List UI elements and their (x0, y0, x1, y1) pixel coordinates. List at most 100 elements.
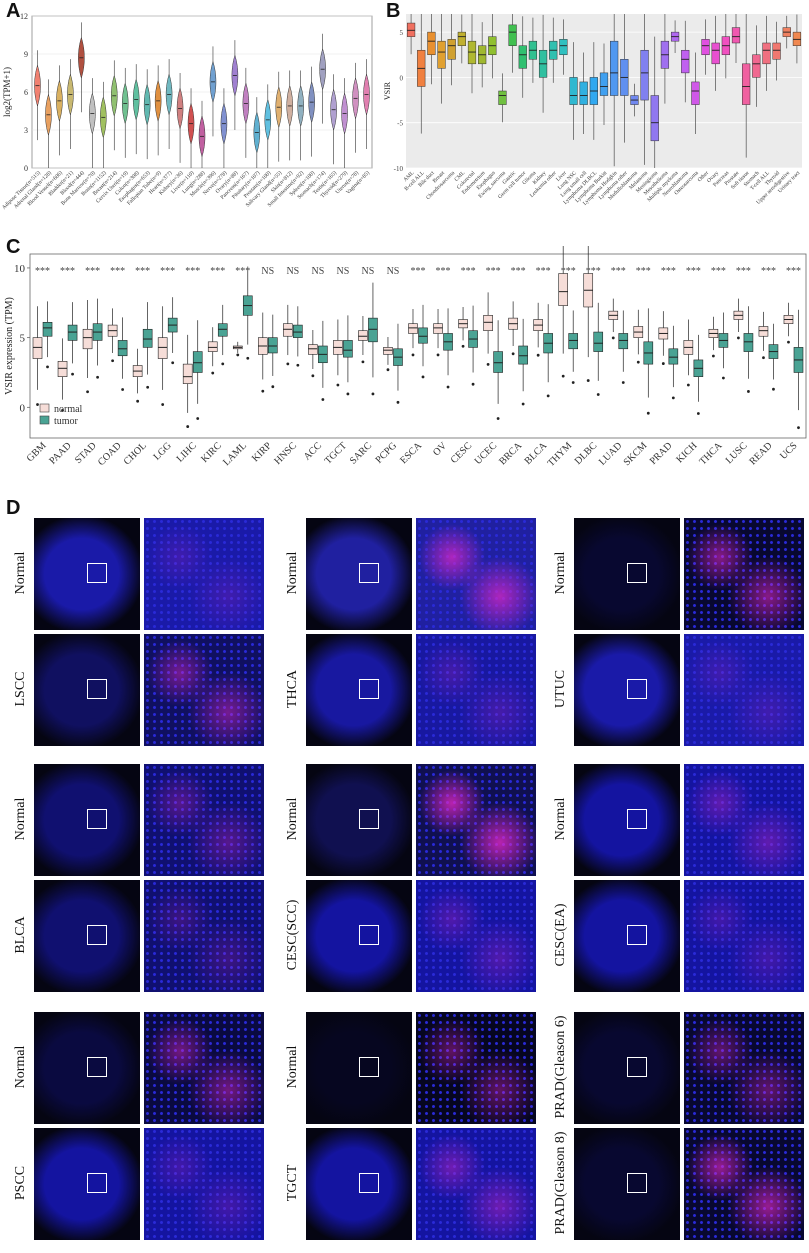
significance-label: NS (362, 266, 375, 277)
x-tick-label: CHOL (122, 440, 149, 467)
x-tick-label: KIRC (199, 440, 224, 465)
zoom-box (359, 808, 379, 829)
box (599, 72, 609, 96)
normal-outlier (336, 383, 340, 387)
normal-outlier (436, 353, 440, 357)
y-tick-label: 10 (14, 263, 26, 275)
x-tick-label: THCA (697, 440, 725, 468)
significance-label: *** (661, 266, 676, 277)
normal-outlier (211, 371, 215, 375)
tumor-outlier (446, 385, 450, 389)
tumor-box (142, 328, 153, 348)
panel-label-a: A (6, 0, 21, 22)
tumor-box (42, 322, 53, 337)
tissue-label: TGCT (285, 1164, 300, 1202)
x-tick-label: KICH (674, 440, 699, 465)
box (742, 63, 751, 105)
y-tick-label: -10 (394, 165, 404, 173)
normal-box (433, 323, 443, 334)
tissue-overview-image (306, 518, 412, 630)
tissue-label: THCA (285, 669, 300, 709)
tumor-outlier (321, 398, 325, 401)
tissue-overview-image (34, 634, 140, 746)
tissue-zoom-image (416, 634, 536, 746)
x-tick-label: DLBC (573, 440, 600, 467)
box (467, 40, 477, 65)
y-tick-label: 6 (24, 88, 28, 97)
normal-outlier (787, 340, 790, 344)
tissue-zoom-image (684, 880, 804, 992)
tissue-overview-image (34, 764, 140, 876)
zoom-box (359, 562, 379, 583)
tissue-overview-image (574, 518, 680, 630)
normal-box (57, 361, 68, 377)
normal-outlier (661, 362, 665, 365)
chart-c-boxplot: 0 5 10 VSIR expression (TPM) *** GBM *** PAAD **… (4, 246, 807, 469)
x-tick-label: THYM (546, 440, 575, 469)
significance-label: *** (486, 266, 501, 277)
significance-label: *** (461, 266, 476, 277)
normal-box (32, 337, 43, 359)
tissue-zoom-image (144, 518, 264, 630)
y-tick-label: -5 (397, 120, 403, 128)
box (457, 31, 466, 46)
y-tick-label: 12 (20, 12, 28, 21)
tumor-outlier (721, 376, 725, 380)
normal-outlier (486, 363, 490, 366)
tumor-outlier (571, 381, 575, 384)
tumor-outlier (71, 372, 74, 376)
legend-swatch (39, 415, 50, 425)
significance-label: NS (387, 266, 400, 277)
significance-label: *** (561, 266, 576, 277)
box (711, 42, 720, 65)
tissue-overview-image (306, 764, 412, 876)
tumor-box (293, 324, 303, 338)
tissue-zoom-image (144, 764, 264, 876)
tissue-zoom-image (416, 1128, 536, 1240)
tissue-label: CESC(EA) (553, 903, 568, 967)
normal-box (308, 344, 318, 355)
normal-outlier (136, 399, 140, 403)
tumor-box (192, 351, 203, 373)
x-tick-label: LIHC (175, 440, 200, 465)
legend-swatch (39, 403, 50, 413)
y-tick-label: 5 (400, 29, 404, 37)
panel-d-if-images: Normal LSCC Normal THCA Normal UTUC Normal BLCA… (0, 512, 809, 1240)
tissue-overview-image (306, 1128, 412, 1240)
normal-outlier (686, 383, 690, 387)
tissue-overview-image (34, 1012, 140, 1124)
tissue-overview-image (306, 634, 412, 746)
x-tick-label: GBM (25, 440, 49, 464)
tissue-zoom-image (144, 880, 264, 992)
x-tick-label: ESCA (398, 440, 424, 466)
tumor-outlier (346, 392, 350, 396)
tumor-outlier (521, 402, 525, 406)
x-tick-label: HNSC (272, 440, 299, 467)
normal-box (758, 326, 769, 337)
box (681, 49, 690, 74)
normal-outlier (361, 360, 365, 364)
tissue-zoom-image (416, 764, 536, 876)
normal-outlier (711, 354, 715, 358)
normal-outlier (36, 403, 39, 406)
normal-outlier (86, 390, 89, 394)
tumor-outlier (171, 361, 175, 365)
y-tick-label: 0 (400, 74, 404, 82)
tumor-outlier (747, 390, 750, 393)
tumor-outlier (46, 365, 49, 369)
normal-outlier (386, 368, 390, 372)
normal-box (558, 273, 568, 306)
significance-label: *** (60, 266, 75, 277)
zoom-box (627, 1172, 647, 1193)
zoom-box (87, 1172, 107, 1193)
tissue-zoom-image (416, 518, 536, 630)
tumor-outlier (596, 393, 600, 396)
tumor-box (668, 348, 679, 365)
tissue-label: PSCC (13, 1165, 28, 1201)
significance-label: *** (85, 266, 100, 277)
zoom-box (359, 678, 379, 699)
tissue-zoom-image (684, 1128, 804, 1240)
tissue-label: UTUC (553, 669, 568, 709)
box (579, 81, 588, 105)
